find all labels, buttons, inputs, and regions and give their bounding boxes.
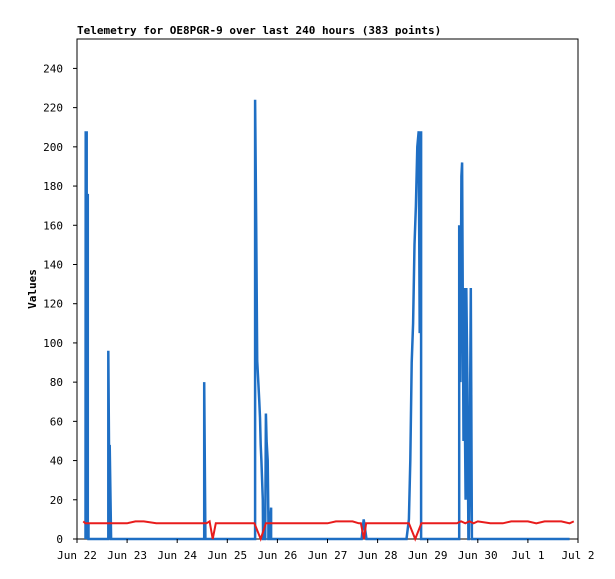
y-tick-label: 140 xyxy=(43,258,63,271)
y-tick-label: 200 xyxy=(43,141,63,154)
y-tick-label: 40 xyxy=(50,455,63,468)
x-tick-label: Jun 30 xyxy=(458,549,498,562)
y-tick-label: 100 xyxy=(43,337,63,350)
x-tick-label: Jun 23 xyxy=(107,549,147,562)
chart-title: Telemetry for OE8PGR-9 over last 240 hou… xyxy=(77,24,441,37)
x-tick-label: Jun 22 xyxy=(57,549,97,562)
y-axis-label: Values xyxy=(26,269,39,309)
x-tick-label: Jun 25 xyxy=(207,549,247,562)
x-tick-label: Jun 24 xyxy=(157,549,197,562)
x-tick-label: Jun 27 xyxy=(308,549,348,562)
y-tick-label: 60 xyxy=(50,415,63,428)
x-tick-label: Jun 26 xyxy=(258,549,298,562)
y-tick-label: 80 xyxy=(50,376,63,389)
y-tick-label: 20 xyxy=(50,494,63,507)
x-tick-label: Jul 1 xyxy=(511,549,544,562)
series-layer xyxy=(82,99,575,542)
series-line-2 xyxy=(82,519,575,542)
y-tick-label: 0 xyxy=(56,533,63,546)
x-axis: Jun 22 Jun 23 Jun 24 Jun 25 Jun 26 Jun 27 Jun … xyxy=(57,539,595,562)
y-axis: 0 20 40 60 80 100 120 140 160 180 200 220 240 xyxy=(43,62,77,546)
series-line-1 xyxy=(84,99,570,541)
plot-area xyxy=(76,38,579,540)
x-tick-label: Jun 29 xyxy=(408,549,448,562)
x-tick-label: Jun 28 xyxy=(358,549,398,562)
y-tick-label: 160 xyxy=(43,219,63,232)
y-tick-label: 180 xyxy=(43,180,63,193)
x-tick-label: Jul 2 xyxy=(561,549,594,562)
y-tick-label: 220 xyxy=(43,102,63,115)
y-tick-label: 120 xyxy=(43,298,63,311)
y-tick-label: 240 xyxy=(43,62,63,75)
